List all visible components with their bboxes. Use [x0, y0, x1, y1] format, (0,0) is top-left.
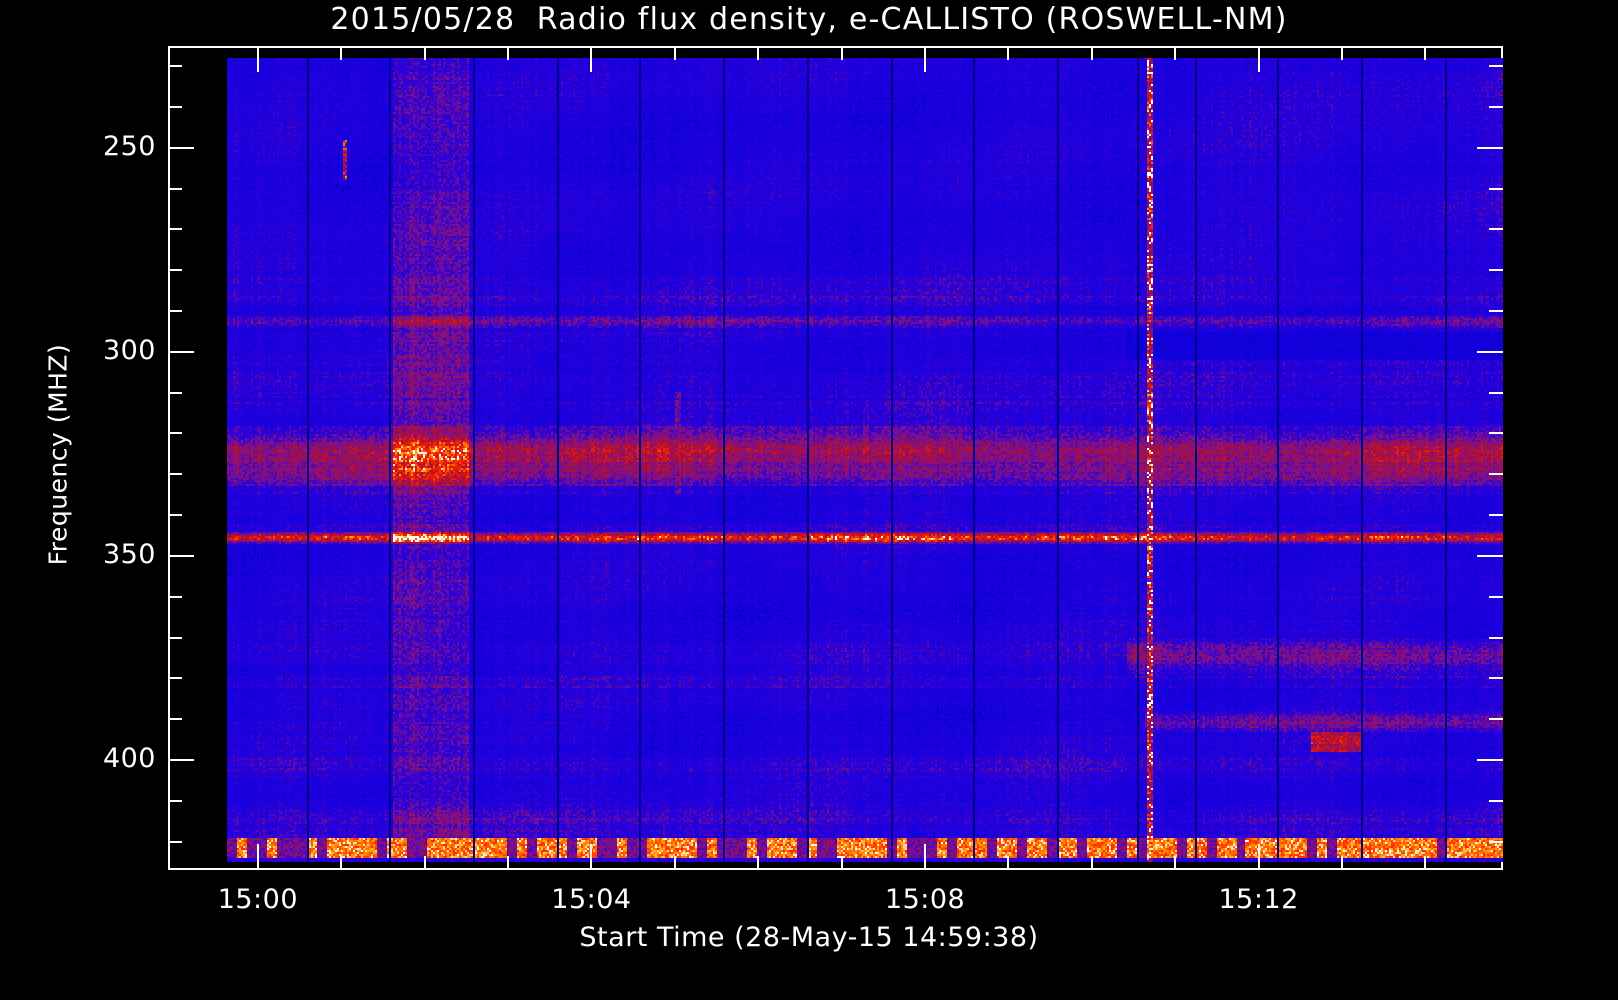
y-axis-tick-right: [1489, 269, 1503, 272]
x-axis-minor-tick: [1341, 856, 1344, 870]
x-axis-minor-tick: [757, 856, 760, 870]
y-axis-major-tick: [168, 758, 194, 761]
x-axis-tick-label: 15:08: [884, 884, 966, 915]
y-axis-tick-right: [1489, 65, 1503, 68]
y-axis-tick-label: 350: [102, 538, 156, 570]
x-axis-minor-tick: [507, 856, 510, 870]
y-axis-minor-tick: [168, 310, 182, 313]
y-axis-minor-tick: [168, 677, 182, 680]
x-axis-tick-top: [1424, 46, 1427, 60]
x-axis-major-tick: [590, 844, 593, 870]
y-axis-minor-tick: [168, 65, 182, 68]
y-axis-minor-tick: [168, 718, 182, 721]
y-axis-minor-tick: [168, 105, 182, 108]
x-axis-minor-tick: [840, 856, 843, 870]
x-axis-tick-top: [340, 46, 343, 60]
y-axis-major-tick: [168, 146, 194, 149]
y-axis-tick-right: [1489, 840, 1503, 843]
y-axis-tick-right: [1489, 310, 1503, 313]
x-axis-major-tick: [1257, 844, 1260, 870]
x-axis-tick-top: [1007, 46, 1010, 60]
x-axis-tick-top: [1341, 46, 1344, 60]
y-axis-minor-tick: [168, 595, 182, 598]
y-axis-minor-tick: [168, 636, 182, 639]
y-axis-tick-right: [1477, 350, 1503, 353]
y-axis-major-tick: [168, 350, 194, 353]
y-axis-minor-tick: [168, 840, 182, 843]
spectrogram-image: [227, 58, 1503, 862]
x-axis-tick-top: [423, 46, 426, 60]
x-axis-tick-top: [256, 46, 259, 72]
x-axis-tick-top: [1090, 46, 1093, 60]
x-axis-tick-top: [1257, 46, 1260, 72]
x-axis-minor-tick: [1174, 856, 1177, 870]
x-axis-minor-tick: [340, 856, 343, 870]
y-axis-minor-tick: [168, 269, 182, 272]
y-axis-tick-right: [1489, 677, 1503, 680]
x-axis-minor-tick: [673, 856, 676, 870]
x-axis-minor-tick: [423, 856, 426, 870]
y-axis-tick-right: [1489, 228, 1503, 231]
y-axis-tick-right: [1477, 758, 1503, 761]
y-axis-major-tick: [168, 554, 194, 557]
x-axis-tick-top: [673, 46, 676, 60]
y-axis-tick-right: [1489, 718, 1503, 721]
y-axis-tick-right: [1477, 554, 1503, 557]
x-axis-tick-top: [840, 46, 843, 60]
y-axis-tick-right: [1489, 473, 1503, 476]
x-axis-minor-tick: [1007, 856, 1010, 870]
y-axis-tick-right: [1489, 514, 1503, 517]
x-axis-major-tick: [256, 844, 259, 870]
y-axis-tick-right: [1489, 432, 1503, 435]
y-axis-title: Frequency (MHZ): [43, 343, 73, 566]
x-axis-tick-top: [590, 46, 593, 72]
y-axis-minor-tick: [168, 228, 182, 231]
x-axis-minor-tick: [1090, 856, 1093, 870]
y-axis-tick-right: [1477, 146, 1503, 149]
chart-title: 2015/05/28 Radio flux density, e-CALLIST…: [330, 2, 1288, 37]
x-axis-tick-top: [1174, 46, 1177, 60]
y-axis-minor-tick: [168, 514, 182, 517]
x-axis-tick-label: 15:12: [1218, 884, 1299, 915]
x-axis-tick-label: 15:04: [551, 884, 632, 915]
x-axis-tick-top: [924, 46, 927, 72]
y-axis-minor-tick: [168, 391, 182, 394]
y-axis-tick-label: 400: [102, 742, 156, 774]
y-axis-minor-tick: [168, 799, 182, 802]
y-axis-tick-label: 300: [102, 334, 156, 366]
x-axis-major-tick: [924, 844, 927, 870]
y-axis-minor-tick: [168, 187, 182, 190]
x-axis-tick-top: [757, 46, 760, 60]
y-axis-tick-right: [1489, 636, 1503, 639]
y-axis-tick-right: [1489, 105, 1503, 108]
y-axis-tick-right: [1489, 799, 1503, 802]
x-axis-tick-top: [507, 46, 510, 60]
x-axis-tick-label: 15:00: [217, 884, 298, 915]
x-axis-title: Start Time (28-May-15 14:59:38): [579, 922, 1039, 953]
y-axis-tick-right: [1489, 187, 1503, 190]
y-axis-minor-tick: [168, 432, 182, 435]
y-axis-tick-right: [1489, 595, 1503, 598]
x-axis-minor-tick: [1424, 856, 1427, 870]
y-axis-tick-label: 250: [102, 130, 156, 162]
y-axis-minor-tick: [168, 473, 182, 476]
y-axis-tick-right: [1489, 391, 1503, 394]
